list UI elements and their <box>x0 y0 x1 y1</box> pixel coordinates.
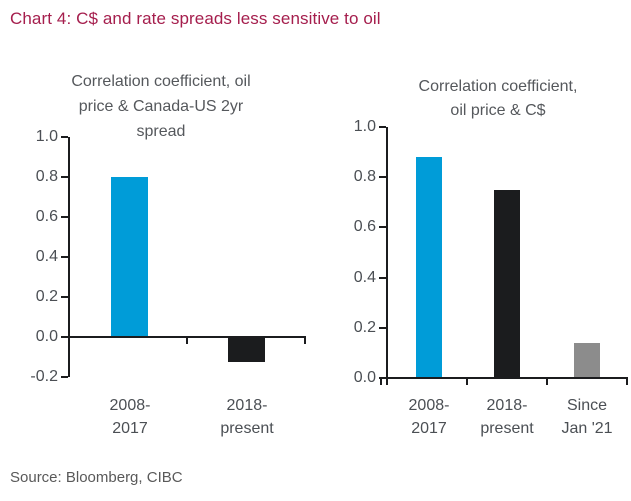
chart-title-line: oil price & C$ <box>450 102 546 119</box>
bar-2008-2017 <box>416 157 442 378</box>
y-tick-label: 0.8 <box>35 168 58 185</box>
x-tick <box>186 338 188 344</box>
y-tick <box>379 126 386 128</box>
y-tick-label: -0.2 <box>30 368 58 385</box>
y-tick <box>379 277 386 279</box>
bar-2018-present <box>228 338 265 362</box>
x-category-label-line: 2018- <box>226 397 268 414</box>
y-tick <box>61 136 68 138</box>
x-category-label: 2008- 2017 <box>75 394 185 440</box>
bar-2008-2017 <box>111 177 148 337</box>
x-category-label-line: 2017 <box>112 420 148 437</box>
x-tick <box>466 379 468 385</box>
y-tick <box>61 256 68 258</box>
x-axis-line <box>386 377 628 379</box>
x-category-label-line: 2018- <box>486 397 528 414</box>
y-tick <box>61 376 68 378</box>
x-category-label: 2018- present <box>452 394 562 440</box>
y-tick <box>61 176 68 178</box>
x-category-label: Since Jan '21 <box>532 394 631 440</box>
y-tick <box>379 377 386 379</box>
y-axis-line <box>386 127 388 385</box>
x-category-label-line: 2017 <box>411 420 447 437</box>
page-title: Chart 4: C$ and rate spreads less sensit… <box>10 9 381 28</box>
y-tick-label: 0.6 <box>35 208 58 225</box>
y-tick-label: 0.4 <box>35 248 58 265</box>
x-category-label-line: present <box>220 420 274 437</box>
y-tick <box>379 327 386 329</box>
source-note: Source: Bloomberg, CIBC <box>10 469 183 486</box>
x-category-label: 2008- 2017 <box>374 394 484 440</box>
y-axis-line <box>68 137 70 377</box>
chart-title-line: Correlation coefficient, oil <box>71 73 251 90</box>
x-tick <box>546 379 548 385</box>
x-category-label-line: present <box>480 420 534 437</box>
x-category-label-line: 2008- <box>109 397 151 414</box>
x-axis-line <box>68 336 306 338</box>
y-tick <box>61 216 68 218</box>
y-tick-label: 0.2 <box>35 288 58 305</box>
x-tick <box>626 379 628 385</box>
bar-sincejan-21 <box>574 343 600 378</box>
y-tick <box>61 336 68 338</box>
y-tick <box>379 176 386 178</box>
y-tick-label: 0.4 <box>353 269 376 286</box>
chart-title-line: Correlation coefficient, <box>418 78 578 95</box>
y-tick-label: 0.0 <box>353 369 376 386</box>
x-tick <box>304 338 306 344</box>
bar-2018-present <box>494 190 520 378</box>
x-category-label-line: 2008- <box>408 397 450 414</box>
y-tick-label: 0.8 <box>353 168 376 185</box>
y-tick-label: 1.0 <box>35 128 58 145</box>
x-category-label: 2018- present <box>192 394 302 440</box>
x-category-label-line: Jan '21 <box>561 420 613 437</box>
chart-title-line: price & Canada-US 2yr <box>78 98 244 115</box>
y-tick-label: 0.6 <box>353 218 376 235</box>
y-tick <box>61 296 68 298</box>
y-tick-label: 1.0 <box>353 118 376 135</box>
chart-title-line: spread <box>136 123 186 140</box>
x-category-label-line: Since <box>566 397 608 414</box>
y-tick <box>379 226 386 228</box>
y-tick-label: 0.2 <box>353 319 376 336</box>
y-tick-label: 0.0 <box>35 328 58 345</box>
x-tick <box>380 379 382 385</box>
